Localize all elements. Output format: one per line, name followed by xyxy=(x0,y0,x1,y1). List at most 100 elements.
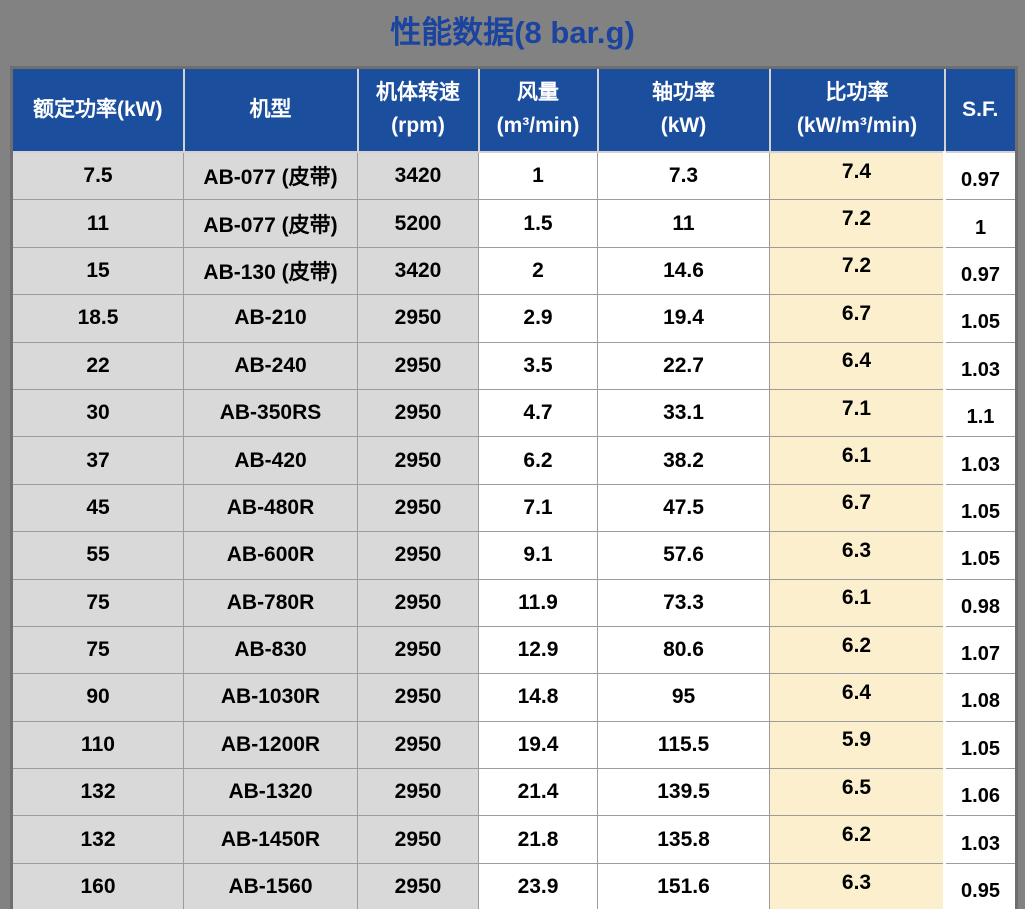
airflow-cell: 21.4 xyxy=(478,768,598,817)
shaft-power-cell: 33.1 xyxy=(597,388,770,438)
table-header-row: 额定功率(kW) 机型 机体转速 (rpm) 风量 (m³/min) 轴功率 (kW) 比功率 (… xyxy=(10,66,1018,153)
shaft-power-cell: 22.7 xyxy=(597,341,770,390)
model-cell: AB-600R xyxy=(183,531,358,580)
header-label-line1: S.F. xyxy=(962,97,999,121)
specific-power-cell: 6.3 xyxy=(769,862,946,909)
airflow-cell: 2.9 xyxy=(478,294,598,343)
model-cell: AB-1030R xyxy=(183,673,358,722)
service-factor-cell: 0.98 xyxy=(944,578,1017,627)
airflow-cell: 3.5 xyxy=(478,341,598,390)
specific-power-cell: 6.1 xyxy=(769,578,946,627)
speed-cell: 2950 xyxy=(357,294,479,343)
service-factor-cell: 1.08 xyxy=(944,673,1017,722)
rated-power-cell: 15 xyxy=(11,246,184,296)
specific-power-cell: 5.9 xyxy=(769,720,946,770)
rated-power-cell: 30 xyxy=(11,388,184,438)
table-row: 132 AB-1320 2950 21.4 139.5 6.5 1.06 xyxy=(11,768,1017,817)
column-header-rated-power: 额定功率(kW) xyxy=(10,66,185,153)
airflow-cell: 6.2 xyxy=(478,436,598,485)
header-label-line1: 轴功率 xyxy=(652,81,715,105)
column-header-model: 机型 xyxy=(182,66,359,153)
airflow-cell: 4.7 xyxy=(478,388,598,438)
rated-power-cell: 18.5 xyxy=(11,294,184,343)
speed-cell: 2950 xyxy=(357,720,479,770)
airflow-cell: 2 xyxy=(478,246,598,296)
shaft-power-cell: 135.8 xyxy=(597,815,770,864)
speed-cell: 2950 xyxy=(357,815,479,864)
table-row: 11 AB-077 (皮带) 5200 1.5 11 7.2 1 xyxy=(11,199,1017,248)
speed-cell: 2950 xyxy=(357,388,479,438)
rated-power-cell: 132 xyxy=(11,768,184,817)
rated-power-cell: 160 xyxy=(11,862,184,909)
service-factor-cell: 1.05 xyxy=(944,294,1017,343)
column-header-specific-power: 比功率 (kW/m³/min) xyxy=(768,66,946,153)
table-row: 45 AB-480R 2950 7.1 47.5 6.7 1.05 xyxy=(11,483,1017,533)
shaft-power-cell: 95 xyxy=(597,673,770,722)
service-factor-cell: 1.05 xyxy=(944,483,1017,533)
table-row: 22 AB-240 2950 3.5 22.7 6.4 1.03 xyxy=(11,341,1017,390)
table-body: 7.5 AB-077 (皮带) 3420 1 7.3 7.4 0.97 11 AB-077 (皮… xyxy=(11,151,1017,909)
specific-power-cell: 7.1 xyxy=(769,388,946,438)
service-factor-cell: 0.97 xyxy=(944,151,1017,201)
model-cell: AB-1200R xyxy=(183,720,358,770)
model-cell: AB-210 xyxy=(183,294,358,343)
rated-power-cell: 45 xyxy=(11,483,184,533)
model-cell: AB-420 xyxy=(183,436,358,485)
airflow-cell: 1.5 xyxy=(478,199,598,248)
column-header-speed: 机体转速 (rpm) xyxy=(356,66,480,153)
column-header-service-factor: S.F. xyxy=(943,66,1018,153)
shaft-power-cell: 19.4 xyxy=(597,294,770,343)
model-cell: AB-077 (皮带) xyxy=(183,151,358,201)
table-row: 110 AB-1200R 2950 19.4 115.5 5.9 1.05 xyxy=(11,720,1017,770)
rated-power-cell: 7.5 xyxy=(11,151,184,201)
speed-cell: 2950 xyxy=(357,578,479,627)
header-label-line1: 风量 xyxy=(517,81,559,105)
speed-cell: 2950 xyxy=(357,341,479,390)
rated-power-cell: 75 xyxy=(11,578,184,627)
header-label-line1: 额定功率(kW) xyxy=(33,97,163,121)
shaft-power-cell: 73.3 xyxy=(597,578,770,627)
speed-cell: 3420 xyxy=(357,151,479,201)
column-header-shaft-power: 轴功率 (kW) xyxy=(596,66,771,153)
table-row: 7.5 AB-077 (皮带) 3420 1 7.3 7.4 0.97 xyxy=(11,151,1017,201)
speed-cell: 3420 xyxy=(357,246,479,296)
airflow-cell: 14.8 xyxy=(478,673,598,722)
service-factor-cell: 1.06 xyxy=(944,768,1017,817)
model-cell: AB-830 xyxy=(183,625,358,675)
rated-power-cell: 75 xyxy=(11,625,184,675)
rated-power-cell: 110 xyxy=(11,720,184,770)
header-label-line2: (kW/m³/min) xyxy=(796,114,918,137)
airflow-cell: 23.9 xyxy=(478,862,598,909)
specific-power-cell: 6.4 xyxy=(769,341,946,390)
model-cell: AB-077 (皮带) xyxy=(183,199,358,248)
speed-cell: 2950 xyxy=(357,436,479,485)
table-row: 55 AB-600R 2950 9.1 57.6 6.3 1.05 xyxy=(11,531,1017,580)
speed-cell: 5200 xyxy=(357,199,479,248)
airflow-cell: 7.1 xyxy=(478,483,598,533)
airflow-cell: 12.9 xyxy=(478,625,598,675)
speed-cell: 2950 xyxy=(357,862,479,909)
table-row: 15 AB-130 (皮带) 3420 2 14.6 7.2 0.97 xyxy=(11,246,1017,296)
specific-power-cell: 7.2 xyxy=(769,246,946,296)
model-cell: AB-130 (皮带) xyxy=(183,246,358,296)
shaft-power-cell: 139.5 xyxy=(597,768,770,817)
speed-cell: 2950 xyxy=(357,483,479,533)
specific-power-cell: 6.3 xyxy=(769,531,946,580)
specific-power-cell: 6.7 xyxy=(769,294,946,343)
shaft-power-cell: 57.6 xyxy=(597,531,770,580)
specific-power-cell: 7.4 xyxy=(769,151,946,201)
service-factor-cell: 1.03 xyxy=(944,341,1017,390)
rated-power-cell: 132 xyxy=(11,815,184,864)
table-row: 90 AB-1030R 2950 14.8 95 6.4 1.08 xyxy=(11,673,1017,722)
table-row: 30 AB-350RS 2950 4.7 33.1 7.1 1.1 xyxy=(11,388,1017,438)
specific-power-cell: 6.2 xyxy=(769,625,946,675)
specific-power-cell: 6.5 xyxy=(769,768,946,817)
model-cell: AB-240 xyxy=(183,341,358,390)
specific-power-cell: 6.4 xyxy=(769,673,946,722)
header-label-line2: (rpm) xyxy=(391,114,445,137)
specific-power-cell: 6.2 xyxy=(769,815,946,864)
shaft-power-cell: 115.5 xyxy=(597,720,770,770)
header-label-line2: (m³/min) xyxy=(496,114,580,137)
airflow-cell: 9.1 xyxy=(478,531,598,580)
